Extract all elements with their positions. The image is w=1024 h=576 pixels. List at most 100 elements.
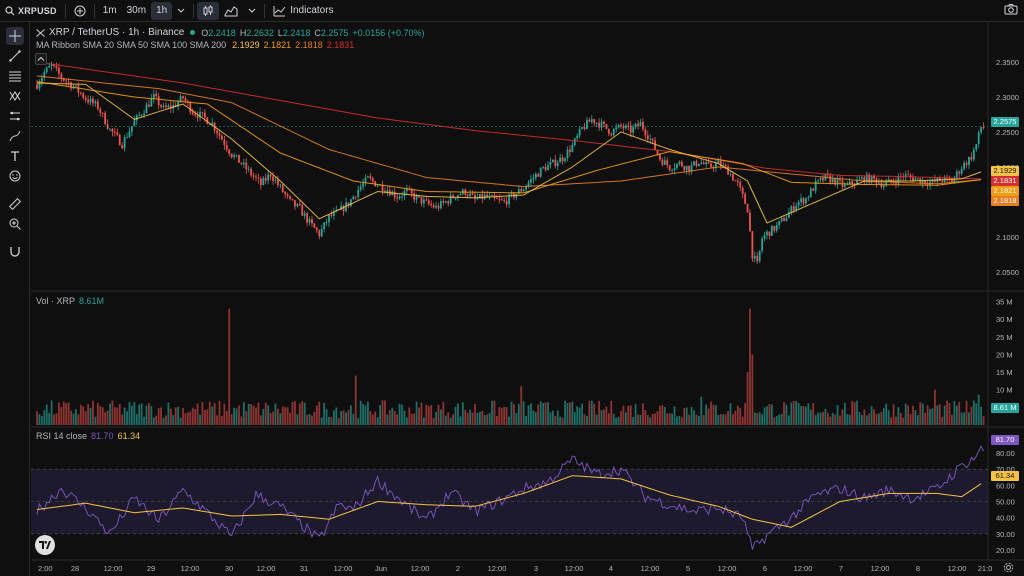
chart-type-dropdown[interactable]	[243, 0, 261, 22]
tradingview-logo[interactable]	[35, 535, 55, 555]
interval-30m[interactable]: 30m	[126, 5, 147, 16]
volume-bar	[736, 405, 739, 425]
candle-body	[284, 192, 287, 195]
sma100-price-tag: 2.1818	[991, 196, 1019, 206]
volume-bar	[369, 411, 372, 425]
candle-body	[116, 132, 119, 135]
volume-bar	[899, 413, 902, 425]
candle-body	[362, 183, 364, 187]
symbol-search[interactable]: XRPUSD	[0, 0, 62, 22]
volume-bar	[615, 417, 618, 425]
volume-bar	[749, 308, 751, 425]
volume-bar	[651, 413, 654, 425]
candle-body	[622, 126, 625, 129]
candle-body	[403, 191, 406, 197]
candle-body	[707, 162, 710, 164]
volume-bar	[67, 402, 70, 425]
axis-settings-button[interactable]	[1003, 562, 1015, 574]
collapse-legend-button[interactable]	[35, 53, 47, 65]
ma-ribbon-legend[interactable]: MA Ribbon SMA 20 SMA 50 SMA 100 SMA 200 …	[36, 40, 354, 50]
candle-body	[968, 156, 970, 165]
volume-bar	[452, 414, 454, 425]
volume-bar	[924, 412, 927, 425]
candle-body	[350, 199, 352, 206]
volume-bar	[109, 403, 111, 425]
candle-body	[94, 101, 97, 104]
candle-body	[517, 189, 520, 194]
chart-area[interactable]: 2.35002.30002.25002.20002.15002.10002.05…	[31, 22, 1024, 576]
volume-bar	[880, 411, 883, 425]
volume-bar	[464, 409, 467, 425]
text-tool[interactable]	[6, 147, 24, 165]
volume-bar	[727, 411, 729, 425]
chart-canvas[interactable]: 2.35002.30002.25002.20002.15002.10002.05…	[31, 22, 1024, 576]
volume-bar	[554, 415, 557, 425]
compare-symbol-button[interactable]	[69, 0, 91, 22]
volume-bar	[255, 407, 257, 425]
market-status-dot	[190, 30, 196, 35]
candle-body	[566, 149, 569, 159]
candle-body	[138, 115, 141, 116]
volume-bar	[277, 408, 279, 425]
indicators-button[interactable]: Indicators	[268, 0, 338, 22]
brush-tool[interactable]	[6, 127, 24, 145]
volume-bar	[447, 412, 450, 425]
area-chart-type-button[interactable]	[219, 0, 243, 22]
rsi-legend[interactable]: RSI 14 close 81.70 61.34	[36, 431, 140, 441]
candle-body	[228, 149, 231, 154]
volume-bar	[829, 416, 832, 425]
volume-bar	[401, 404, 403, 425]
candle-body	[851, 181, 854, 185]
volume-bar	[559, 416, 562, 425]
volume-bar	[705, 404, 708, 425]
volume-bar	[306, 414, 308, 425]
candle-body	[955, 171, 958, 178]
volume-bar	[775, 416, 778, 425]
candle-body	[802, 198, 805, 204]
candle-body	[530, 179, 532, 183]
volume-bar	[242, 402, 245, 425]
volume-bar	[106, 410, 109, 425]
candle-body	[946, 176, 948, 178]
candle-body	[235, 154, 238, 156]
volume-bar	[435, 411, 437, 425]
interval-dropdown[interactable]	[172, 0, 190, 22]
interval-1h[interactable]: 1h	[151, 1, 173, 20]
candle-body	[281, 184, 284, 193]
projection-tool[interactable]	[6, 107, 24, 125]
time-axis-tick: 12:00	[948, 564, 967, 573]
volume-bar	[328, 416, 330, 425]
candle-body	[294, 200, 296, 207]
emoji-tool[interactable]	[6, 167, 24, 185]
volume-legend[interactable]: Vol · XRP 8.61M	[36, 296, 104, 306]
candle-body	[55, 65, 58, 68]
trend-line-tool[interactable]	[6, 47, 24, 65]
brush-icon	[9, 130, 21, 142]
zoom-tool[interactable]	[6, 215, 24, 233]
time-axis-tick: 12:00	[641, 564, 660, 573]
volume-bar	[145, 405, 148, 425]
magnet-tool[interactable]	[6, 243, 24, 261]
volume-bar	[101, 407, 104, 425]
snapshot-button[interactable]	[1004, 3, 1018, 18]
volume-bar	[379, 405, 381, 425]
measure-tool[interactable]	[6, 195, 24, 213]
volume-bar	[55, 413, 58, 425]
candle-body	[65, 80, 68, 82]
volume-bar	[425, 404, 428, 425]
candle-body	[148, 104, 150, 107]
crosshair-tool[interactable]	[6, 27, 24, 45]
volume-bar	[982, 416, 985, 425]
time-axis-tick: 4	[609, 564, 613, 573]
volume-bar	[437, 404, 440, 425]
time-axis-tick: 12:00	[257, 564, 276, 573]
candle-body	[503, 199, 506, 201]
pattern-tool[interactable]	[6, 87, 24, 105]
fib-tool[interactable]	[6, 67, 24, 85]
sma100-line	[36, 75, 982, 188]
candle-body	[272, 176, 274, 181]
interval-1m[interactable]: 1m	[102, 5, 117, 16]
candle-body	[206, 117, 209, 124]
candle-body	[169, 105, 172, 109]
candles-chart-type-button[interactable]	[197, 1, 220, 20]
